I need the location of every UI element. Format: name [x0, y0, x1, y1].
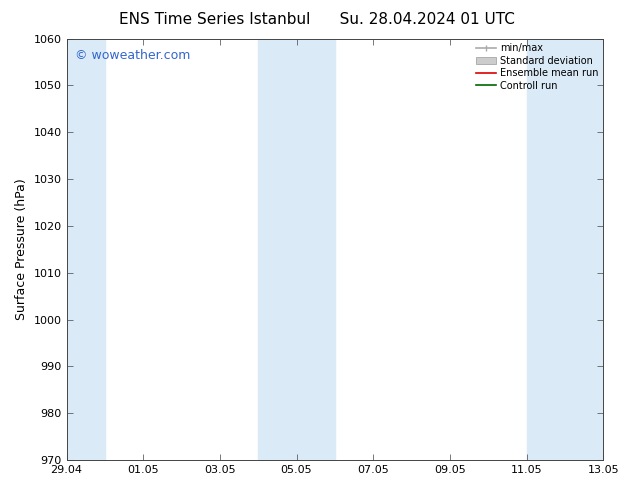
Bar: [258, 39, 335, 460]
Legend: min/max, Standard deviation, Ensemble mean run, Controll run: min/max, Standard deviation, Ensemble me…: [474, 42, 600, 93]
Text: © woweather.com: © woweather.com: [75, 49, 190, 62]
Bar: [28, 39, 105, 460]
Text: ENS Time Series Istanbul      Su. 28.04.2024 01 UTC: ENS Time Series Istanbul Su. 28.04.2024 …: [119, 12, 515, 27]
Bar: [526, 39, 603, 460]
Y-axis label: Surface Pressure (hPa): Surface Pressure (hPa): [15, 178, 28, 320]
